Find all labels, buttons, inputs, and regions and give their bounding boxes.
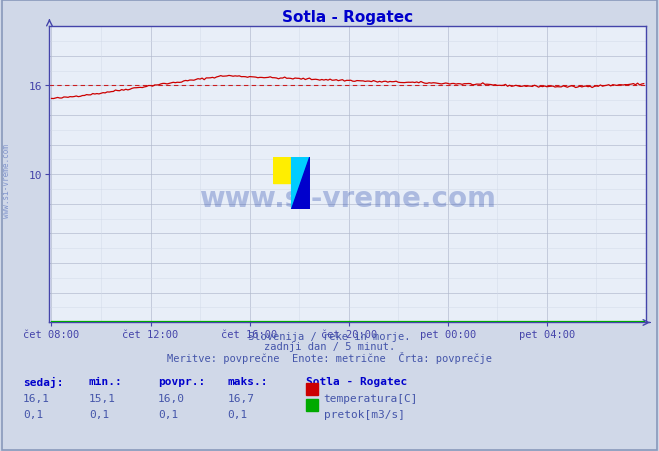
Text: sedaj:: sedaj: bbox=[23, 377, 63, 387]
Text: 16,0: 16,0 bbox=[158, 393, 185, 403]
Text: Meritve: povprečne  Enote: metrične  Črta: povprečje: Meritve: povprečne Enote: metrične Črta:… bbox=[167, 351, 492, 364]
Text: zadnji dan / 5 minut.: zadnji dan / 5 minut. bbox=[264, 341, 395, 351]
Text: 15,1: 15,1 bbox=[89, 393, 116, 403]
Text: 0,1: 0,1 bbox=[89, 409, 109, 419]
Text: povpr.:: povpr.: bbox=[158, 377, 206, 387]
Polygon shape bbox=[291, 158, 310, 210]
Text: www.si-vreme.com: www.si-vreme.com bbox=[199, 184, 496, 212]
Text: www.si-vreme.com: www.si-vreme.com bbox=[2, 143, 11, 217]
Bar bbox=[273, 158, 291, 184]
Text: 16,1: 16,1 bbox=[23, 393, 50, 403]
Text: 0,1: 0,1 bbox=[227, 409, 248, 419]
Text: 0,1: 0,1 bbox=[158, 409, 179, 419]
Text: 16,7: 16,7 bbox=[227, 393, 254, 403]
Text: temperatura[C]: temperatura[C] bbox=[324, 393, 418, 403]
Text: Sotla - Rogatec: Sotla - Rogatec bbox=[306, 377, 408, 387]
Text: min.:: min.: bbox=[89, 377, 123, 387]
Text: pretok[m3/s]: pretok[m3/s] bbox=[324, 409, 405, 419]
Title: Sotla - Rogatec: Sotla - Rogatec bbox=[282, 9, 413, 24]
Text: Slovenija / reke in morje.: Slovenija / reke in morje. bbox=[248, 331, 411, 341]
Text: 0,1: 0,1 bbox=[23, 409, 43, 419]
Polygon shape bbox=[291, 158, 310, 210]
Text: maks.:: maks.: bbox=[227, 377, 268, 387]
